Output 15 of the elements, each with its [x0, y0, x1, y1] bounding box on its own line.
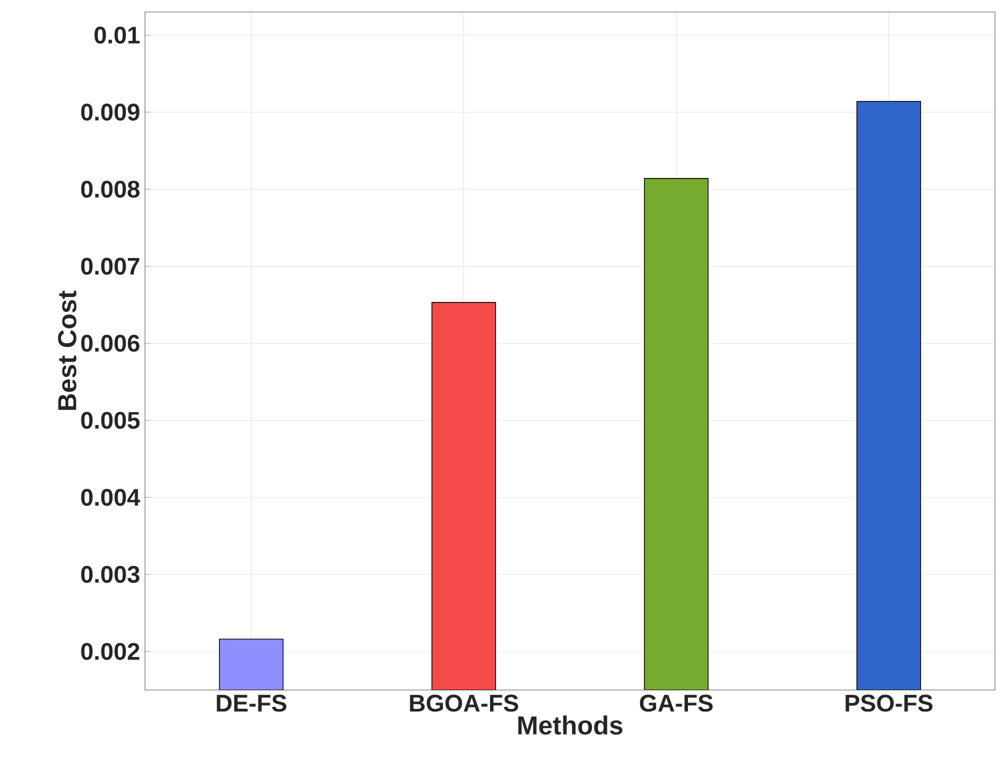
y-tick-label: 0.009: [81, 104, 140, 121]
x-tick-label: PSO-FS: [846, 694, 932, 712]
y-tick-label: 0.003: [81, 566, 140, 583]
x-tick-label: BGOA-FS: [410, 694, 518, 712]
y-tick-label: 0.004: [81, 488, 140, 506]
y-axis-title: Best Cost: [58, 290, 76, 410]
y-tick-label: 0.01: [94, 26, 140, 44]
y-tick-label: 0.007: [81, 258, 140, 275]
y-tick-label: 0.008: [81, 180, 140, 198]
x-tick-label: DE-FS: [216, 694, 286, 712]
y-tick-label: 0.002: [81, 642, 140, 660]
x-axis-title: Methods: [518, 716, 622, 735]
y-tick-label: 0.006: [81, 334, 140, 352]
y-tick-label: 0.005: [81, 412, 140, 429]
x-tick-label: GA-FS: [640, 694, 713, 712]
